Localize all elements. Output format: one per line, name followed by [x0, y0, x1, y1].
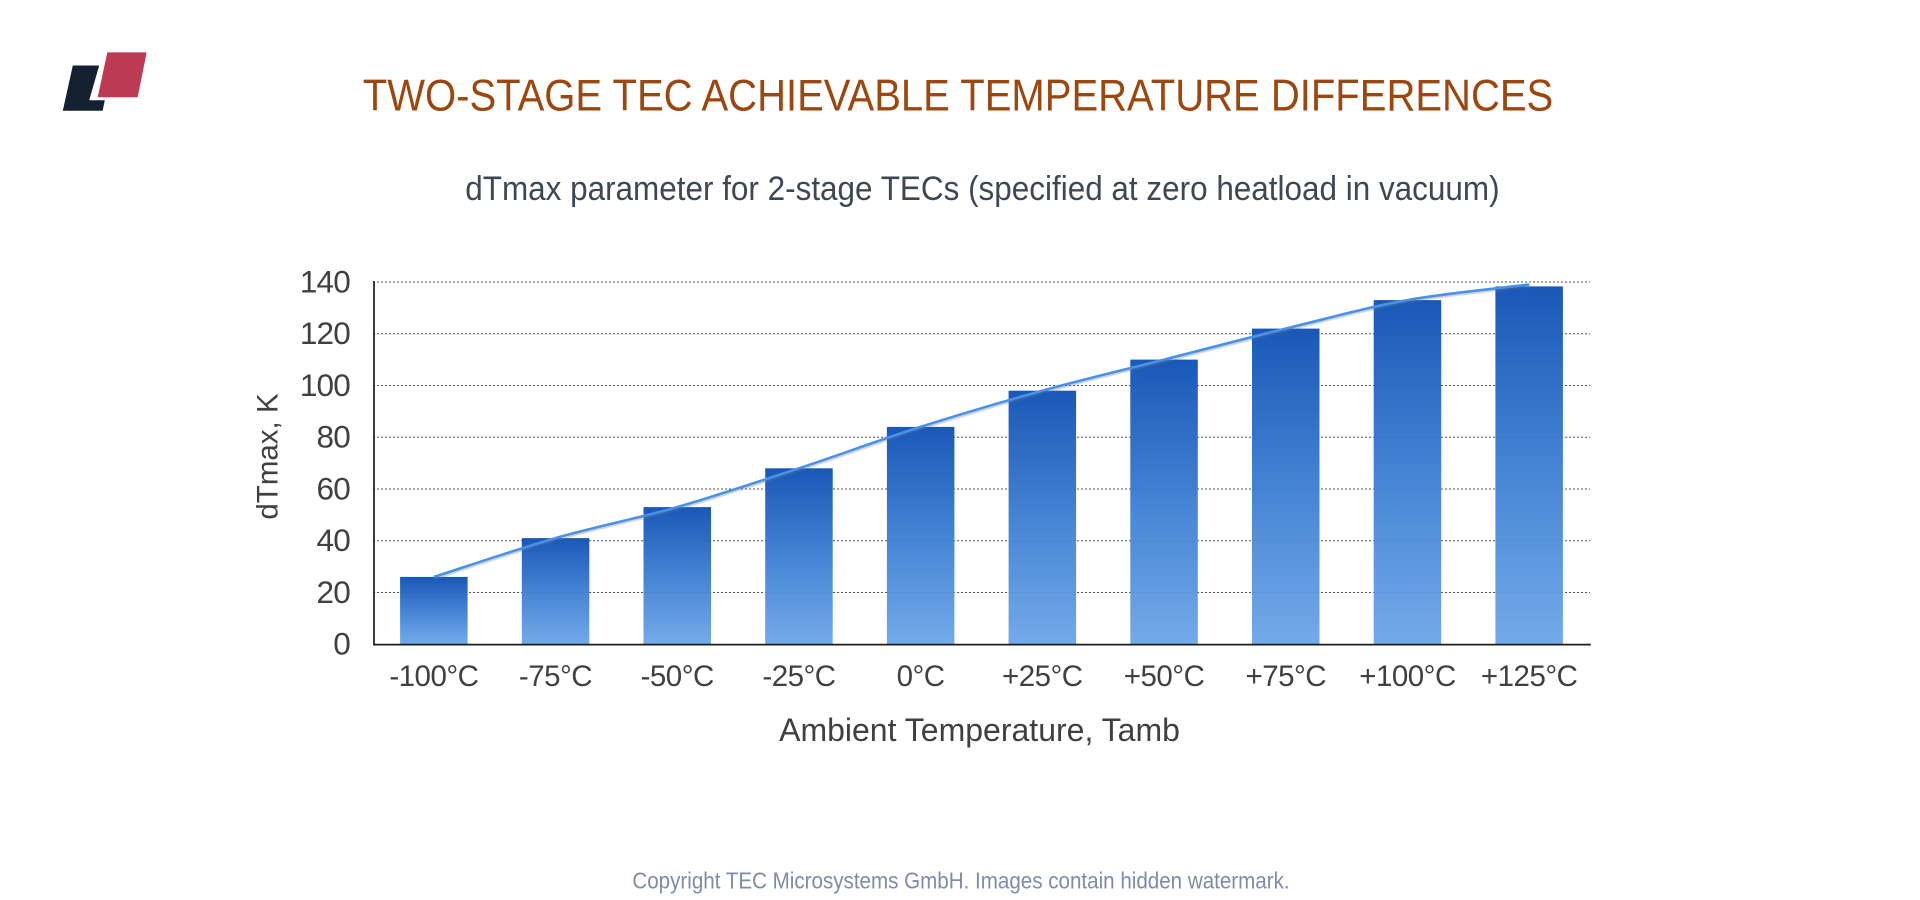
svg-text:+125°C: +125°C — [1481, 660, 1578, 693]
svg-text:20: 20 — [317, 574, 351, 610]
svg-text:100: 100 — [300, 367, 350, 403]
svg-text:-50°C: -50°C — [641, 660, 714, 693]
svg-text:dTmax parameter for 2-stage TE: dTmax parameter for 2-stage TECs (specif… — [465, 169, 1499, 207]
svg-text:140: 140 — [300, 263, 350, 299]
svg-text:+25°C: +25°C — [1002, 660, 1083, 693]
svg-text:Ambient Temperature, Tamb: Ambient Temperature, Tamb — [779, 712, 1180, 748]
svg-text:60: 60 — [317, 470, 351, 506]
svg-text:dTmax, K: dTmax, K — [252, 393, 285, 520]
svg-text:-75°C: -75°C — [519, 660, 592, 693]
svg-text:120: 120 — [300, 315, 350, 351]
svg-text:+100°C: +100°C — [1359, 660, 1456, 693]
svg-text:Copyright TEC Microsystems Gmb: Copyright TEC Microsystems GmbH. Images … — [632, 867, 1289, 894]
svg-text:+50°C: +50°C — [1124, 660, 1205, 693]
svg-text:-25°C: -25°C — [762, 660, 835, 693]
svg-text:TWO-STAGE TEC ACHIEVABLE TEMPE: TWO-STAGE TEC ACHIEVABLE TEMPERATURE DIF… — [363, 71, 1553, 120]
svg-text:0: 0 — [333, 626, 350, 662]
svg-text:40: 40 — [317, 522, 351, 558]
svg-text:0°C: 0°C — [897, 660, 945, 693]
svg-text:-100°C: -100°C — [389, 660, 478, 693]
svg-text:80: 80 — [317, 419, 351, 455]
svg-text:+75°C: +75°C — [1245, 660, 1326, 693]
